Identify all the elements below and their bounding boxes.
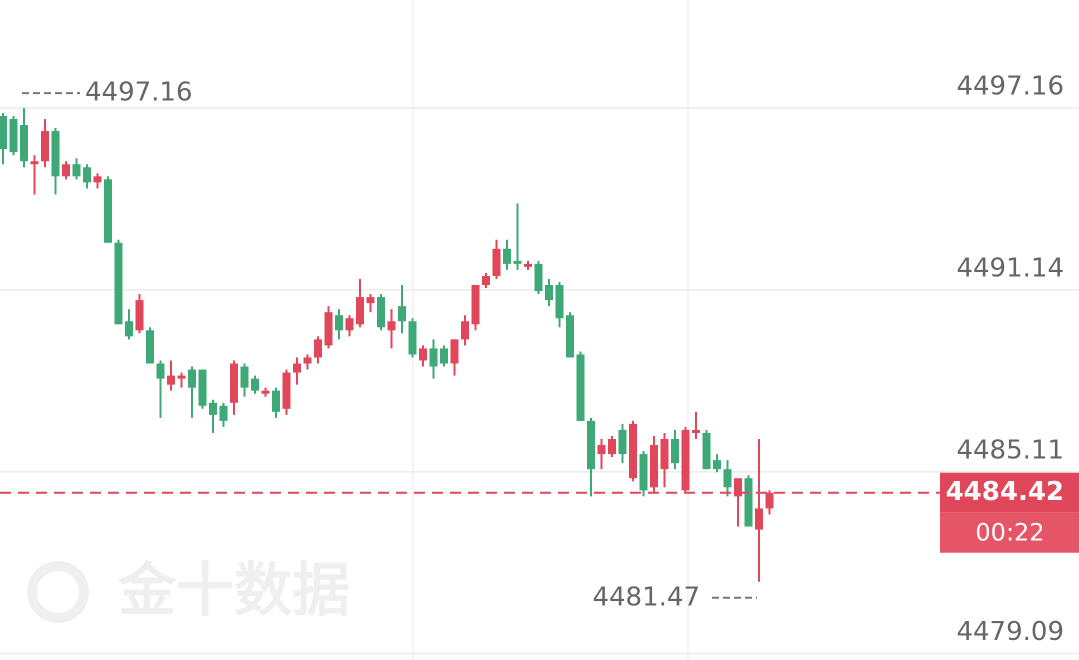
candle-body xyxy=(723,469,732,488)
candle-body xyxy=(713,460,721,470)
candle-body xyxy=(429,348,438,367)
candle-body xyxy=(366,297,375,304)
y-tick-label: 4491.14 xyxy=(956,253,1064,283)
candle-body xyxy=(398,306,406,322)
candle-body xyxy=(503,248,511,264)
candle-body xyxy=(230,363,238,403)
candle-body xyxy=(62,164,70,177)
candle-body xyxy=(219,405,228,421)
candle-body xyxy=(293,363,301,373)
candle-body xyxy=(660,438,669,470)
y-tick-label: 4485.11 xyxy=(956,435,1064,465)
candle-body xyxy=(482,275,490,286)
candle-body xyxy=(209,402,217,415)
candle-body xyxy=(72,164,81,177)
countdown-label: 00:22 xyxy=(975,519,1044,547)
candle-body xyxy=(314,339,322,358)
y-tick-label: 4479.09 xyxy=(956,617,1064,647)
candle-body xyxy=(335,315,343,331)
candle-body xyxy=(534,263,543,292)
watermark-logo xyxy=(27,561,89,623)
last-price-box xyxy=(940,472,1079,513)
candle-body xyxy=(702,432,711,470)
candle-body xyxy=(104,179,112,243)
candle-body xyxy=(282,372,291,409)
candle-body xyxy=(240,366,249,388)
candle-body xyxy=(41,131,49,162)
candle-body xyxy=(83,167,91,183)
candle-body xyxy=(261,390,270,394)
candle-body xyxy=(324,312,333,346)
candle-body xyxy=(450,339,459,364)
candle-body xyxy=(461,321,469,340)
candle-body xyxy=(545,285,553,301)
candle-body xyxy=(125,321,133,337)
candle-body xyxy=(387,321,396,331)
watermark-text: 金十数据 xyxy=(118,556,350,624)
candle-body xyxy=(555,285,564,319)
candle-body xyxy=(9,118,18,153)
candle-body xyxy=(93,176,102,183)
candle-body xyxy=(177,375,186,379)
candle-body xyxy=(576,354,585,421)
candle-body xyxy=(618,429,627,455)
candle-body xyxy=(681,429,690,491)
candle-body xyxy=(639,454,648,491)
candle-body xyxy=(408,321,417,355)
candle-body xyxy=(566,315,574,358)
y-tick-label: 4497.16 xyxy=(956,72,1064,102)
low-marker-label: 4481.47 xyxy=(592,582,700,612)
candle-body xyxy=(597,445,606,455)
candle-body xyxy=(188,369,196,388)
candle-body xyxy=(524,263,532,267)
candle-body xyxy=(303,357,312,364)
candle-body xyxy=(272,390,280,412)
candle-body xyxy=(20,124,28,162)
candle-body xyxy=(345,318,354,331)
last-price-label: 4484.42 xyxy=(946,477,1064,507)
candle-body xyxy=(755,508,763,530)
candle-body xyxy=(608,438,616,455)
candle-body xyxy=(629,423,637,479)
watermark: 金十数据 xyxy=(27,556,350,624)
candle-body xyxy=(671,438,679,464)
candle-body xyxy=(765,492,774,509)
candle-body xyxy=(471,285,480,325)
candle-body xyxy=(650,445,658,488)
candle-body xyxy=(114,242,123,325)
candle-body xyxy=(30,161,39,165)
countdown-box xyxy=(940,512,1079,553)
candle-body xyxy=(251,378,259,391)
candle-body xyxy=(0,115,7,150)
candle-body xyxy=(51,131,60,177)
candle-body xyxy=(356,297,364,325)
candle-body xyxy=(744,478,753,527)
candle-body xyxy=(734,478,742,497)
candle-body xyxy=(513,260,522,264)
candle-body xyxy=(492,248,501,276)
candle-body xyxy=(167,375,175,385)
candle-body xyxy=(692,429,700,433)
candle-body xyxy=(156,363,165,379)
candle-body xyxy=(135,300,144,331)
candle-body xyxy=(146,330,154,364)
candle-body xyxy=(587,420,595,470)
candle-body xyxy=(419,348,427,361)
candle-body xyxy=(440,348,448,364)
high-marker-label: 4497.16 xyxy=(85,78,193,108)
candle-body xyxy=(377,297,385,328)
candle-body xyxy=(198,369,207,406)
